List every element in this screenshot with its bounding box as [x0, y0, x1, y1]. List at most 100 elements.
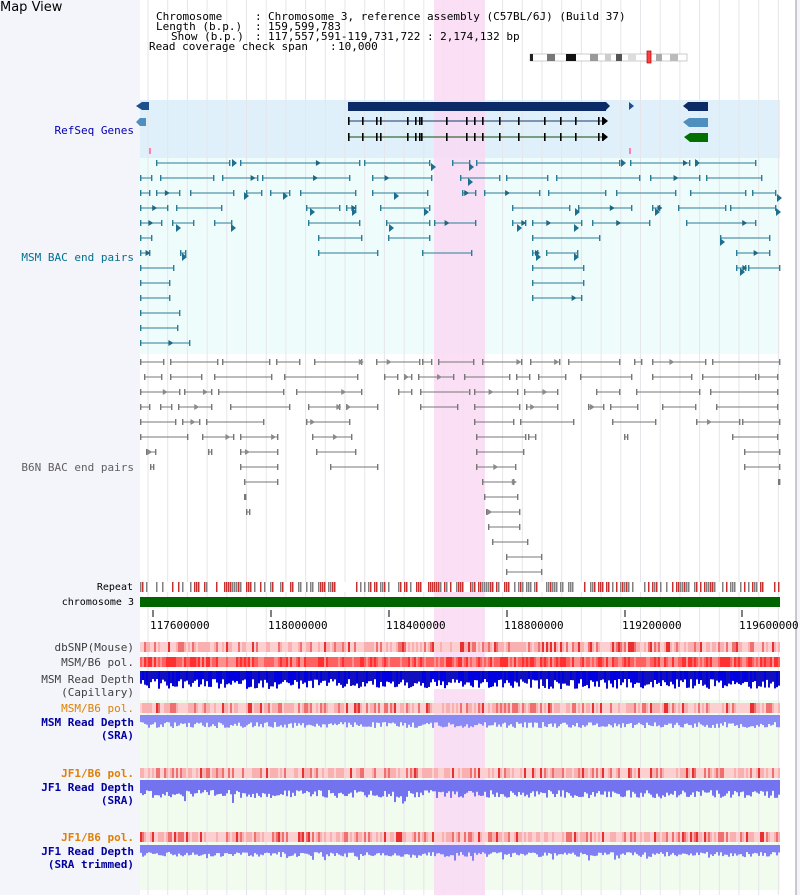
snp-density-bin: [184, 832, 186, 842]
snp-density-bin: [738, 832, 740, 842]
snp-density-bin: [412, 642, 414, 652]
read-depth-bin: [712, 715, 714, 725]
read-depth-bin: [240, 671, 242, 684]
read-depth-bin: [686, 671, 688, 688]
read-depth-bin: [230, 715, 232, 725]
read-depth-bin: [340, 715, 342, 723]
read-depth-bin: [390, 845, 392, 857]
snp-density-bin: [594, 657, 596, 667]
snp-density-bin: [306, 642, 308, 652]
snp-density-bin: [522, 832, 524, 842]
read-depth-bin: [538, 780, 540, 795]
read-depth-bin: [306, 715, 308, 726]
snp-density-bin: [518, 642, 520, 652]
read-depth-bin: [700, 780, 702, 796]
read-depth-bin: [494, 715, 496, 723]
bac-end: [755, 220, 757, 226]
read-depth-bin: [330, 715, 332, 724]
snp-density-bin: [670, 768, 672, 778]
snp-density-bin: [348, 832, 350, 842]
snp-density-bin: [360, 768, 362, 778]
snp-density-bin: [644, 703, 646, 713]
read-depth-bin: [660, 671, 662, 687]
snp-density-bin: [294, 832, 296, 842]
snp-density-bin: [760, 657, 762, 667]
snp-density-bin: [216, 657, 218, 667]
snp-density-bin: [226, 832, 228, 842]
snp-density-bin: [720, 703, 722, 713]
snp-density-bin: [530, 657, 532, 667]
bac-end-arrow: [431, 163, 436, 171]
snp-density-bin: [426, 768, 428, 778]
read-depth-bin: [276, 780, 278, 796]
read-depth-bin: [244, 780, 246, 794]
repeat-mark: [318, 582, 320, 592]
snp-density-bin: [692, 642, 694, 652]
bac-end: [233, 190, 235, 196]
read-depth-bin: [170, 715, 172, 727]
snp-density-bin: [542, 642, 544, 652]
read-depth-bin: [208, 845, 210, 854]
bac-end: [222, 359, 224, 365]
read-depth-bin: [270, 780, 272, 798]
snp-density-bin: [600, 657, 602, 667]
repeat-mark: [388, 582, 390, 592]
repeat-mark: [488, 582, 490, 592]
read-depth-bin: [642, 845, 644, 855]
bac-end: [580, 374, 582, 380]
snp-density-bin: [598, 703, 600, 713]
repeat-mark: [722, 582, 724, 592]
snp-density-bin: [460, 642, 462, 652]
exon-mark: [376, 133, 378, 141]
snp-density-bin: [160, 657, 162, 667]
snp-density-bin: [512, 768, 514, 778]
read-depth-bin: [514, 845, 516, 853]
repeat-mark: [696, 582, 698, 592]
bac-end-arrow: [341, 389, 347, 395]
read-depth-bin: [516, 715, 518, 723]
repeat-mark: [306, 582, 308, 592]
snp-density-bin: [672, 832, 674, 842]
read-depth-bin: [624, 780, 626, 797]
snp-density-bin: [700, 703, 702, 713]
snp-density-bin: [756, 657, 758, 667]
snp-density-bin: [412, 768, 414, 778]
read-depth-bin: [688, 845, 690, 856]
read-depth-bin: [232, 780, 234, 803]
read-depth-bin: [728, 780, 730, 792]
snp-density-bin: [588, 642, 590, 652]
read-depth-bin: [286, 780, 288, 797]
read-depth-bin: [604, 780, 606, 792]
repeat-mark: [190, 582, 192, 592]
read-depth-bin: [322, 715, 324, 725]
snp-density-bin: [528, 832, 530, 842]
snp-density-bin: [276, 642, 278, 652]
bac-end: [473, 359, 475, 365]
snp-density-bin: [438, 768, 440, 778]
snp-density-bin: [178, 642, 180, 652]
read-depth-bin: [774, 671, 776, 689]
read-depth-bin: [534, 845, 536, 853]
snp-density-bin: [606, 768, 608, 778]
read-depth-bin: [240, 845, 242, 855]
read-depth-bin: [698, 671, 700, 684]
bac-end: [308, 404, 310, 410]
read-depth-bin: [684, 780, 686, 793]
snp-density-bin: [376, 832, 378, 842]
bac-end-arrow: [695, 159, 700, 167]
snp-density-bin: [504, 657, 506, 667]
snp-density-bin: [186, 703, 188, 713]
snp-density-bin: [616, 832, 618, 842]
read-depth-bin: [472, 845, 474, 861]
snp-density-bin: [764, 703, 766, 713]
read-depth-bin: [252, 715, 254, 728]
repeat-mark: [684, 582, 686, 592]
read-depth-bin: [324, 780, 326, 798]
read-depth-bin: [236, 715, 238, 726]
snp-density-bin: [730, 703, 732, 713]
read-depth-bin: [376, 671, 378, 688]
read-depth-bin: [232, 671, 234, 681]
read-depth-bin: [688, 715, 690, 725]
read-depth-bin: [210, 845, 212, 857]
